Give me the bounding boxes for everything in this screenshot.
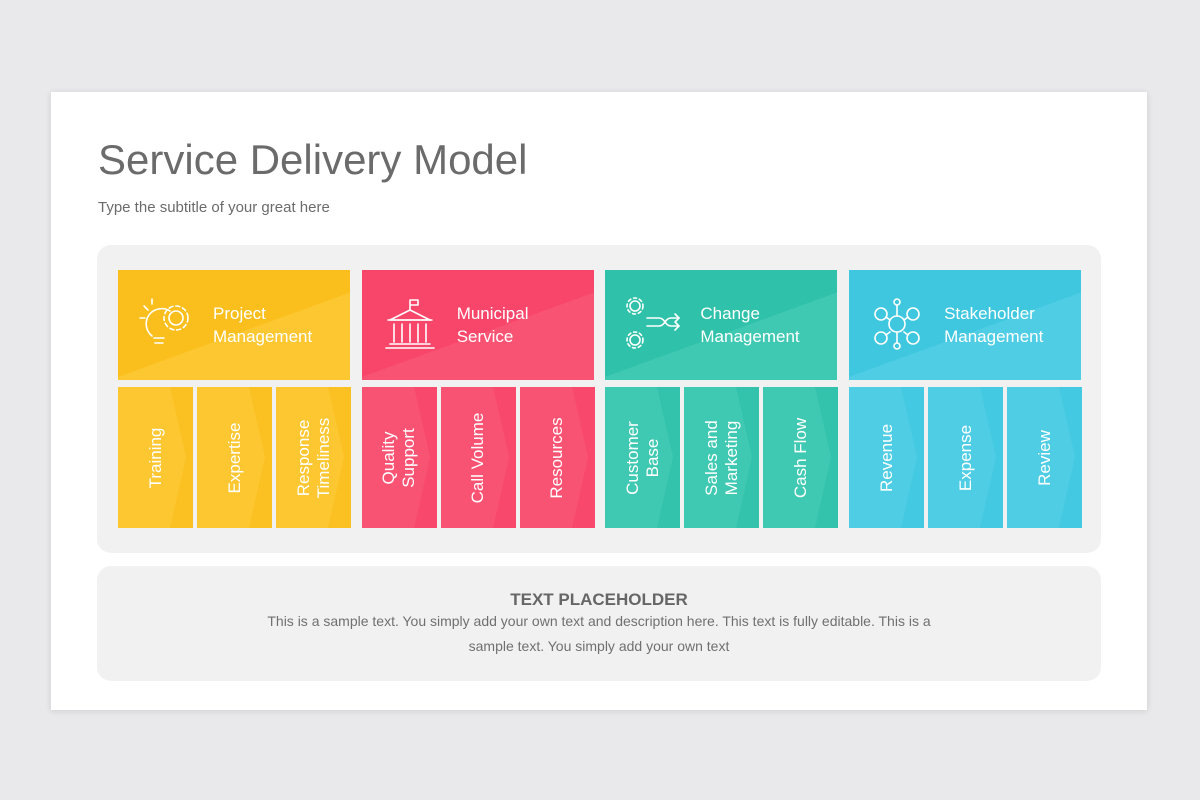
item-label: Revenue bbox=[876, 423, 896, 492]
item-shade bbox=[684, 387, 760, 528]
item-card: Cash Flow bbox=[763, 387, 839, 528]
item-card: Expense bbox=[928, 387, 1004, 528]
group-header: Project Management bbox=[118, 270, 350, 380]
group-icon bbox=[138, 296, 194, 357]
item-label: Resources bbox=[547, 416, 567, 499]
item-label: Review bbox=[1034, 429, 1054, 486]
item-label: Response Timeliness bbox=[293, 417, 333, 498]
footer-title: TEXT PLACEHOLDER bbox=[510, 590, 688, 609]
item-label: Training bbox=[145, 427, 165, 488]
header-shade bbox=[849, 270, 1082, 380]
item-shade bbox=[605, 387, 681, 528]
item-shade bbox=[849, 387, 925, 528]
item-shade bbox=[118, 387, 193, 528]
item-label: Expense bbox=[955, 424, 975, 491]
item-shade bbox=[1007, 387, 1083, 528]
item-card: Quality Support bbox=[361, 387, 437, 528]
item-card: Resources bbox=[519, 387, 595, 528]
group-title: Project Management bbox=[213, 304, 313, 346]
group-title: Change Management bbox=[700, 304, 800, 346]
item-label: Call Volume bbox=[468, 412, 488, 503]
item-shade bbox=[763, 387, 839, 528]
item-label: Expertise bbox=[224, 422, 244, 493]
group-icon bbox=[382, 296, 438, 357]
item-shade bbox=[520, 387, 595, 528]
footer-text: This is a sample text. You simply add yo… bbox=[267, 613, 931, 654]
group-icon bbox=[869, 296, 925, 357]
item-card: Sales and Marketing bbox=[684, 387, 760, 528]
item-label: Quality Support bbox=[379, 427, 419, 488]
item-card: Customer Base bbox=[605, 387, 681, 528]
title: Service Delivery Model bbox=[98, 136, 528, 183]
group-title: Municipal Service bbox=[456, 304, 529, 346]
header-shade bbox=[605, 270, 838, 380]
group-title: Stakeholder Management bbox=[944, 304, 1044, 346]
group-icon bbox=[625, 296, 681, 357]
item-card: Response Timeliness bbox=[276, 387, 351, 528]
item-shade bbox=[362, 387, 437, 528]
item-card: Revenue bbox=[849, 387, 925, 528]
item-shade bbox=[197, 387, 272, 528]
group-header: Stakeholder Management bbox=[849, 270, 1082, 380]
header-shade bbox=[118, 270, 350, 380]
slide: Service Delivery Model Type the subtitle… bbox=[51, 92, 1147, 710]
item-card: Call Volume bbox=[440, 387, 516, 528]
item-shade bbox=[441, 387, 516, 528]
item-shade bbox=[276, 387, 351, 528]
item-card: Review bbox=[1007, 387, 1083, 528]
item-label: Customer Base bbox=[622, 420, 662, 495]
item-label: Sales and Marketing bbox=[701, 419, 741, 496]
item-label: Cash Flow bbox=[790, 417, 810, 498]
item-shade bbox=[928, 387, 1004, 528]
group-header: Municipal Service bbox=[361, 270, 594, 380]
item-card: Expertise bbox=[197, 387, 272, 528]
panel: Project Management Training Expertise Respo… bbox=[97, 245, 1101, 553]
item-card: Training bbox=[118, 387, 193, 528]
subtitle: Type the subtitle of your great here bbox=[98, 199, 330, 216]
header-shade bbox=[361, 270, 594, 380]
footer: TEXT PLACEHOLDER This is a sample text. … bbox=[97, 566, 1101, 681]
group-header: Change Management bbox=[605, 270, 838, 380]
